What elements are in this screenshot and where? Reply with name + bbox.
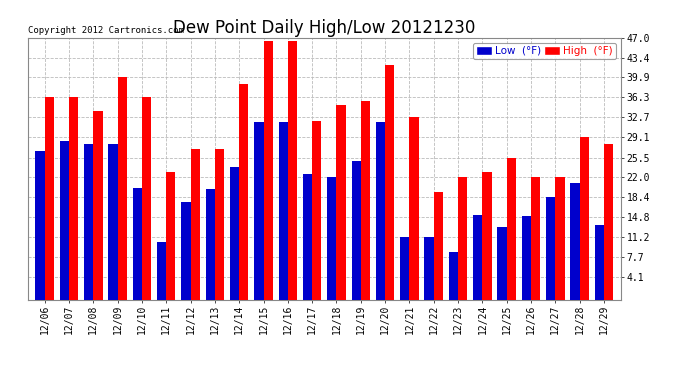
Bar: [264, 41, 273, 300]
Bar: [327, 177, 337, 300]
Bar: [531, 177, 540, 300]
Bar: [132, 188, 142, 300]
Bar: [522, 216, 531, 300]
Bar: [60, 141, 69, 300]
Bar: [157, 242, 166, 300]
Bar: [166, 171, 175, 300]
Bar: [84, 144, 93, 300]
Bar: [361, 101, 370, 300]
Bar: [434, 192, 443, 300]
Bar: [35, 152, 45, 300]
Bar: [239, 84, 248, 300]
Bar: [497, 227, 506, 300]
Bar: [409, 117, 419, 300]
Bar: [571, 183, 580, 300]
Bar: [580, 138, 589, 300]
Bar: [279, 122, 288, 300]
Bar: [337, 105, 346, 300]
Bar: [546, 197, 555, 300]
Bar: [458, 177, 467, 300]
Bar: [254, 122, 264, 300]
Title: Dew Point Daily High/Low 20121230: Dew Point Daily High/Low 20121230: [173, 20, 475, 38]
Bar: [555, 177, 564, 300]
Bar: [604, 144, 613, 300]
Bar: [312, 121, 322, 300]
Bar: [473, 214, 482, 300]
Bar: [142, 97, 151, 300]
Bar: [190, 149, 200, 300]
Bar: [117, 77, 127, 300]
Bar: [69, 97, 78, 300]
Bar: [93, 111, 103, 300]
Bar: [424, 237, 434, 300]
Bar: [181, 202, 190, 300]
Bar: [351, 162, 361, 300]
Bar: [303, 174, 312, 300]
Legend: Low  (°F), High  (°F): Low (°F), High (°F): [473, 43, 615, 59]
Bar: [215, 149, 224, 300]
Bar: [482, 172, 491, 300]
Bar: [595, 225, 604, 300]
Bar: [385, 65, 395, 300]
Bar: [288, 41, 297, 300]
Bar: [108, 144, 117, 300]
Bar: [206, 189, 215, 300]
Bar: [376, 122, 385, 300]
Bar: [230, 166, 239, 300]
Bar: [400, 237, 409, 300]
Bar: [506, 158, 516, 300]
Bar: [45, 97, 54, 300]
Text: Copyright 2012 Cartronics.com: Copyright 2012 Cartronics.com: [28, 26, 184, 35]
Bar: [448, 252, 458, 300]
